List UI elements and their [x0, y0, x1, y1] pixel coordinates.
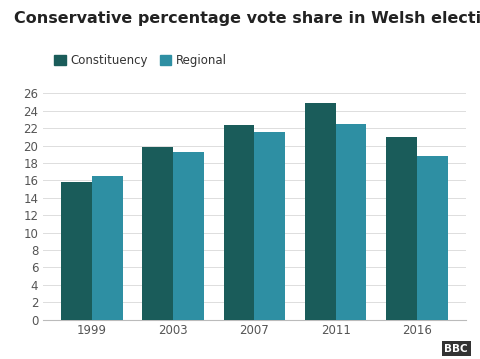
Bar [92, 176, 123, 320]
Legend: Constituency, Regional: Constituency, Regional [49, 50, 232, 72]
Bar [224, 125, 254, 320]
Bar [417, 156, 448, 320]
Bar [173, 153, 204, 320]
Bar [336, 124, 367, 320]
Bar [254, 132, 285, 320]
Text: Conservative percentage vote share in Welsh elections: Conservative percentage vote share in We… [14, 11, 480, 26]
Bar [386, 137, 417, 320]
Bar [61, 182, 92, 320]
Bar [305, 103, 336, 320]
Text: BBC: BBC [444, 344, 468, 354]
Bar [142, 147, 173, 320]
